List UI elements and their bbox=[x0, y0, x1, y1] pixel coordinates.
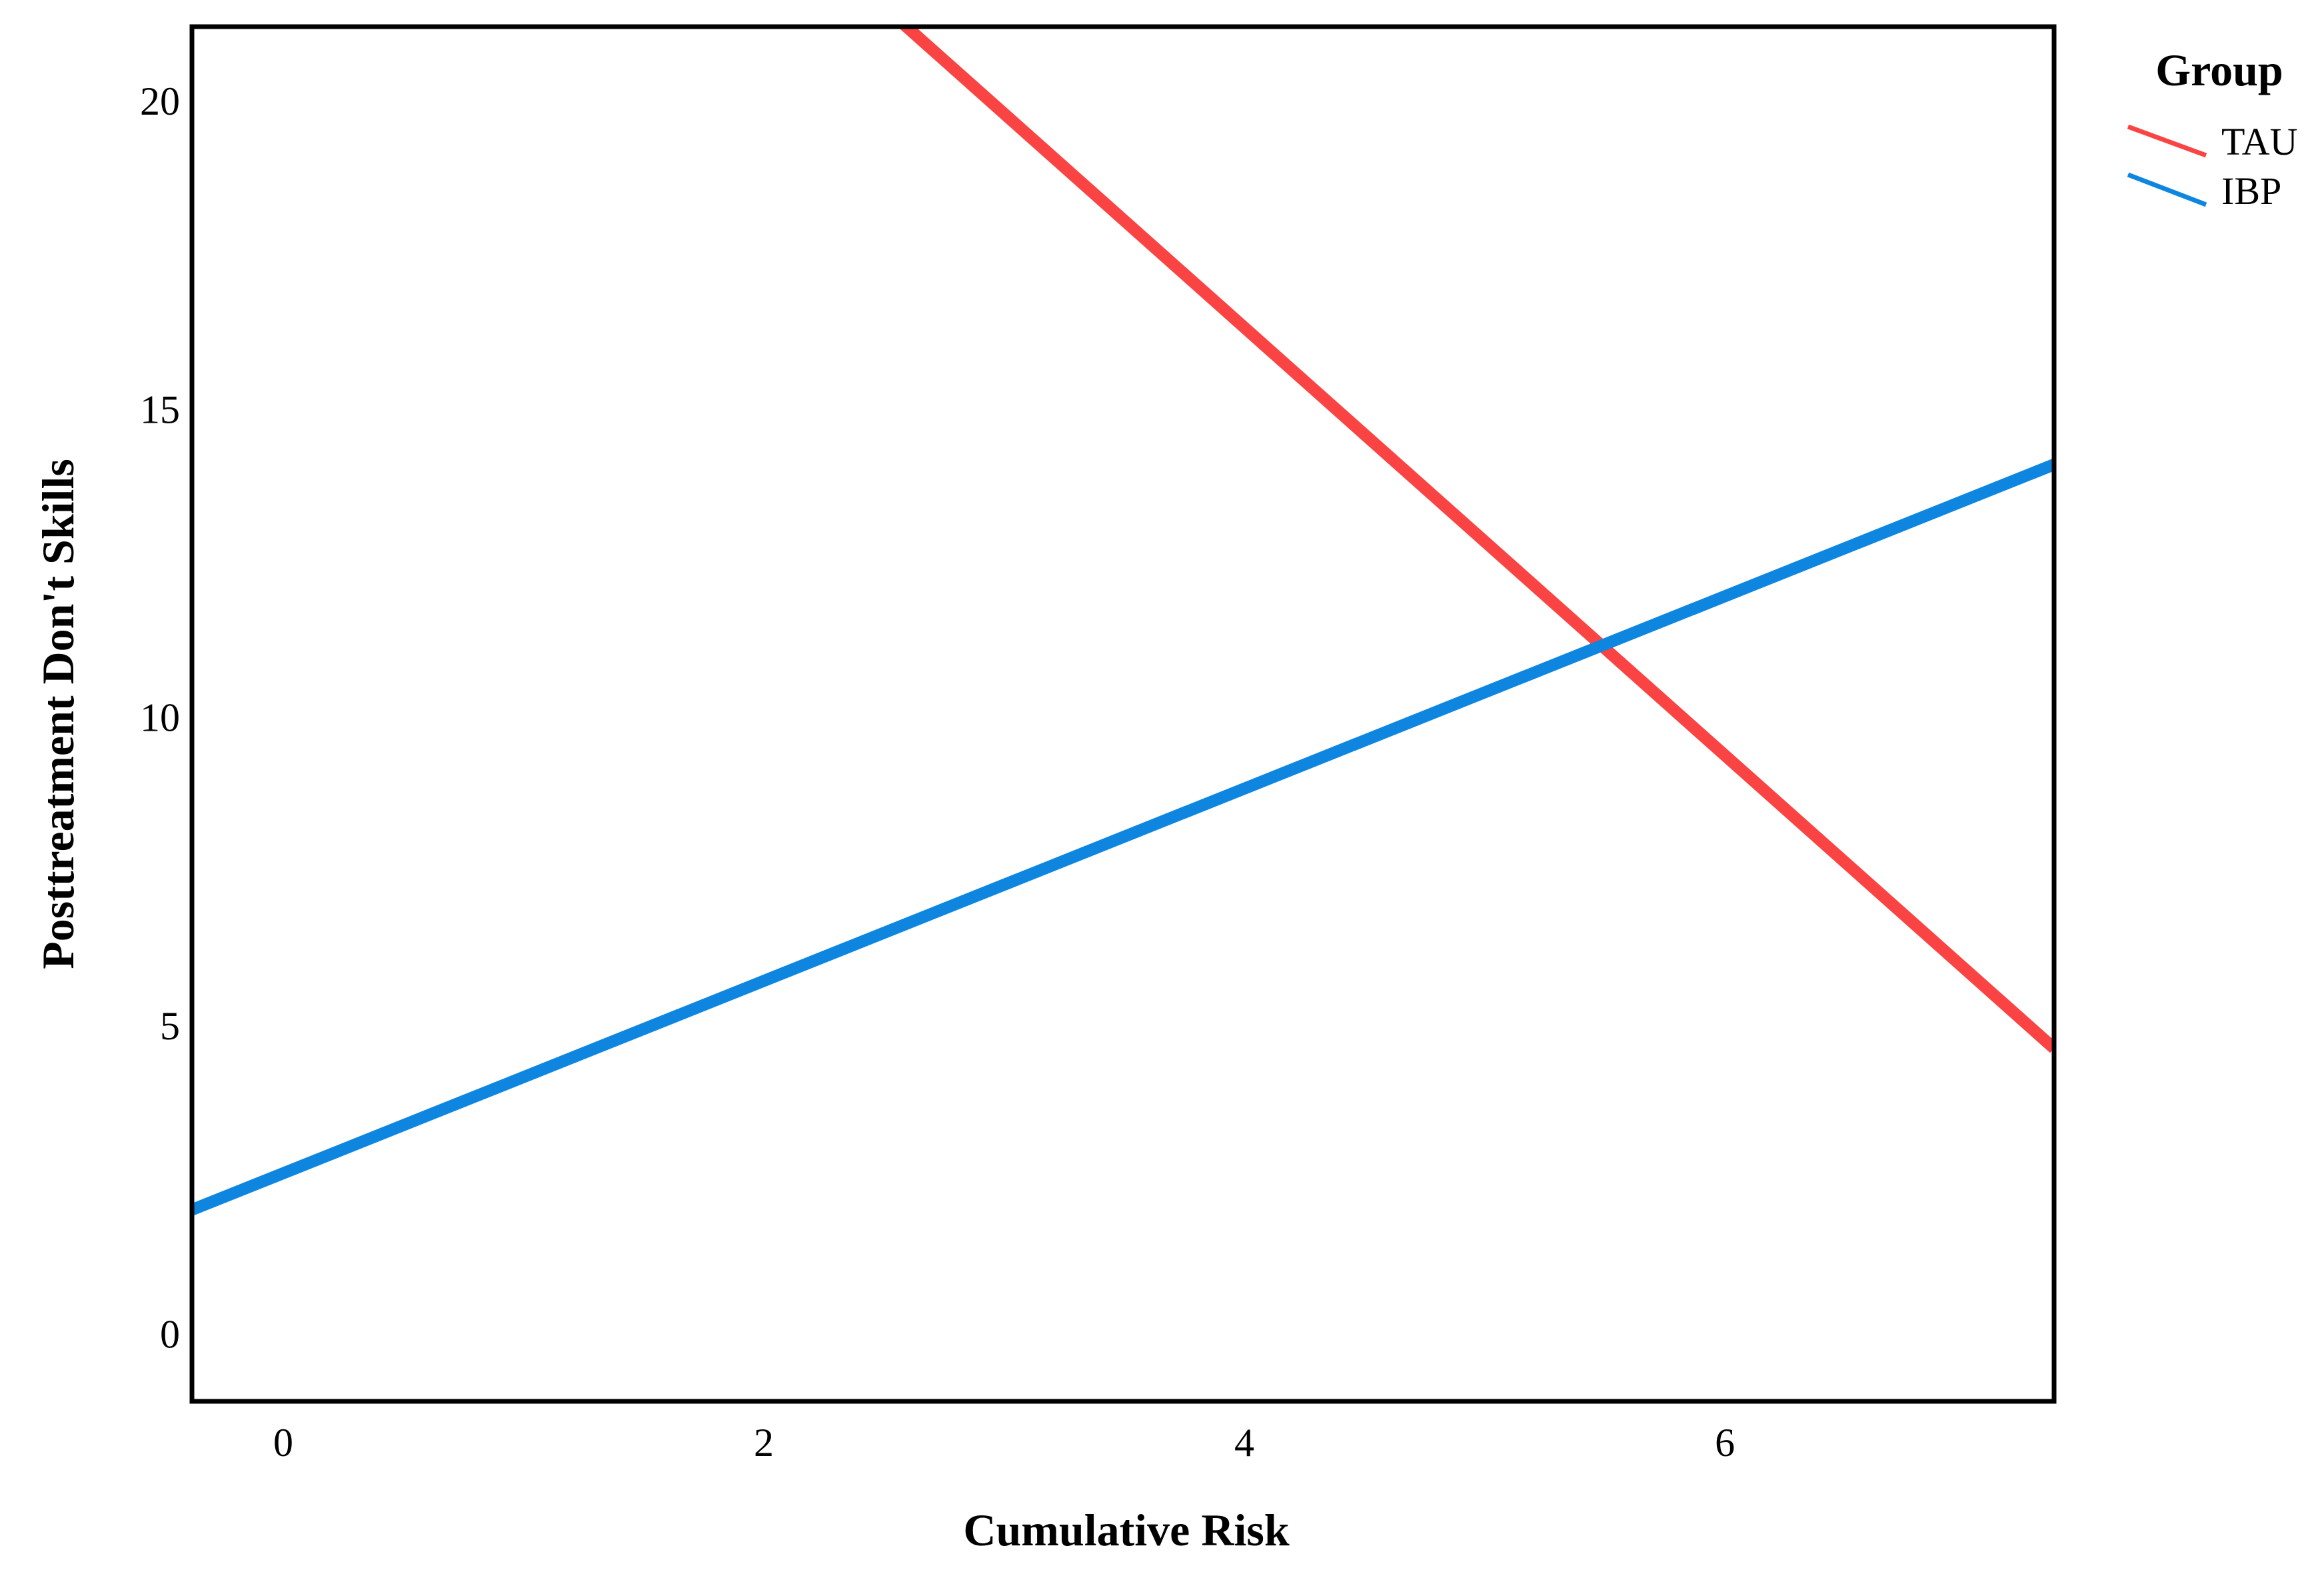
x-axis-tick-labels: 0 2 4 6 bbox=[273, 1421, 1735, 1465]
legend-label-ibp: IBP bbox=[2221, 169, 2281, 213]
x-axis-title: Cumulative Risk bbox=[963, 1505, 1289, 1555]
y-tick-label: 15 bbox=[140, 387, 180, 431]
legend-label-tau: TAU bbox=[2221, 120, 2298, 163]
legend-title: Group bbox=[2155, 45, 2283, 95]
x-tick-label: 2 bbox=[754, 1421, 774, 1465]
y-axis-title: Posttreatment Don't Skills bbox=[33, 459, 83, 969]
series-line-ibp bbox=[192, 459, 2054, 1216]
y-tick-label: 0 bbox=[160, 1312, 180, 1356]
series-lines bbox=[192, 27, 2054, 1216]
x-tick-label: 0 bbox=[273, 1421, 293, 1465]
x-tick-label: 6 bbox=[1715, 1421, 1735, 1465]
y-tick-label: 10 bbox=[140, 696, 180, 740]
y-axis-tick-labels: 0 5 10 15 20 bbox=[140, 79, 180, 1356]
series-line-tau bbox=[897, 27, 2054, 1053]
y-tick-label: 20 bbox=[140, 79, 180, 123]
legend-key-tau-line-icon bbox=[2127, 124, 2207, 158]
legend: Group TAU IBP bbox=[2127, 45, 2298, 213]
x-tick-label: 4 bbox=[1234, 1421, 1254, 1465]
plot-frame bbox=[189, 24, 2057, 1404]
legend-key-ibp-line-icon bbox=[2127, 172, 2207, 207]
y-tick-label: 5 bbox=[160, 1004, 180, 1048]
